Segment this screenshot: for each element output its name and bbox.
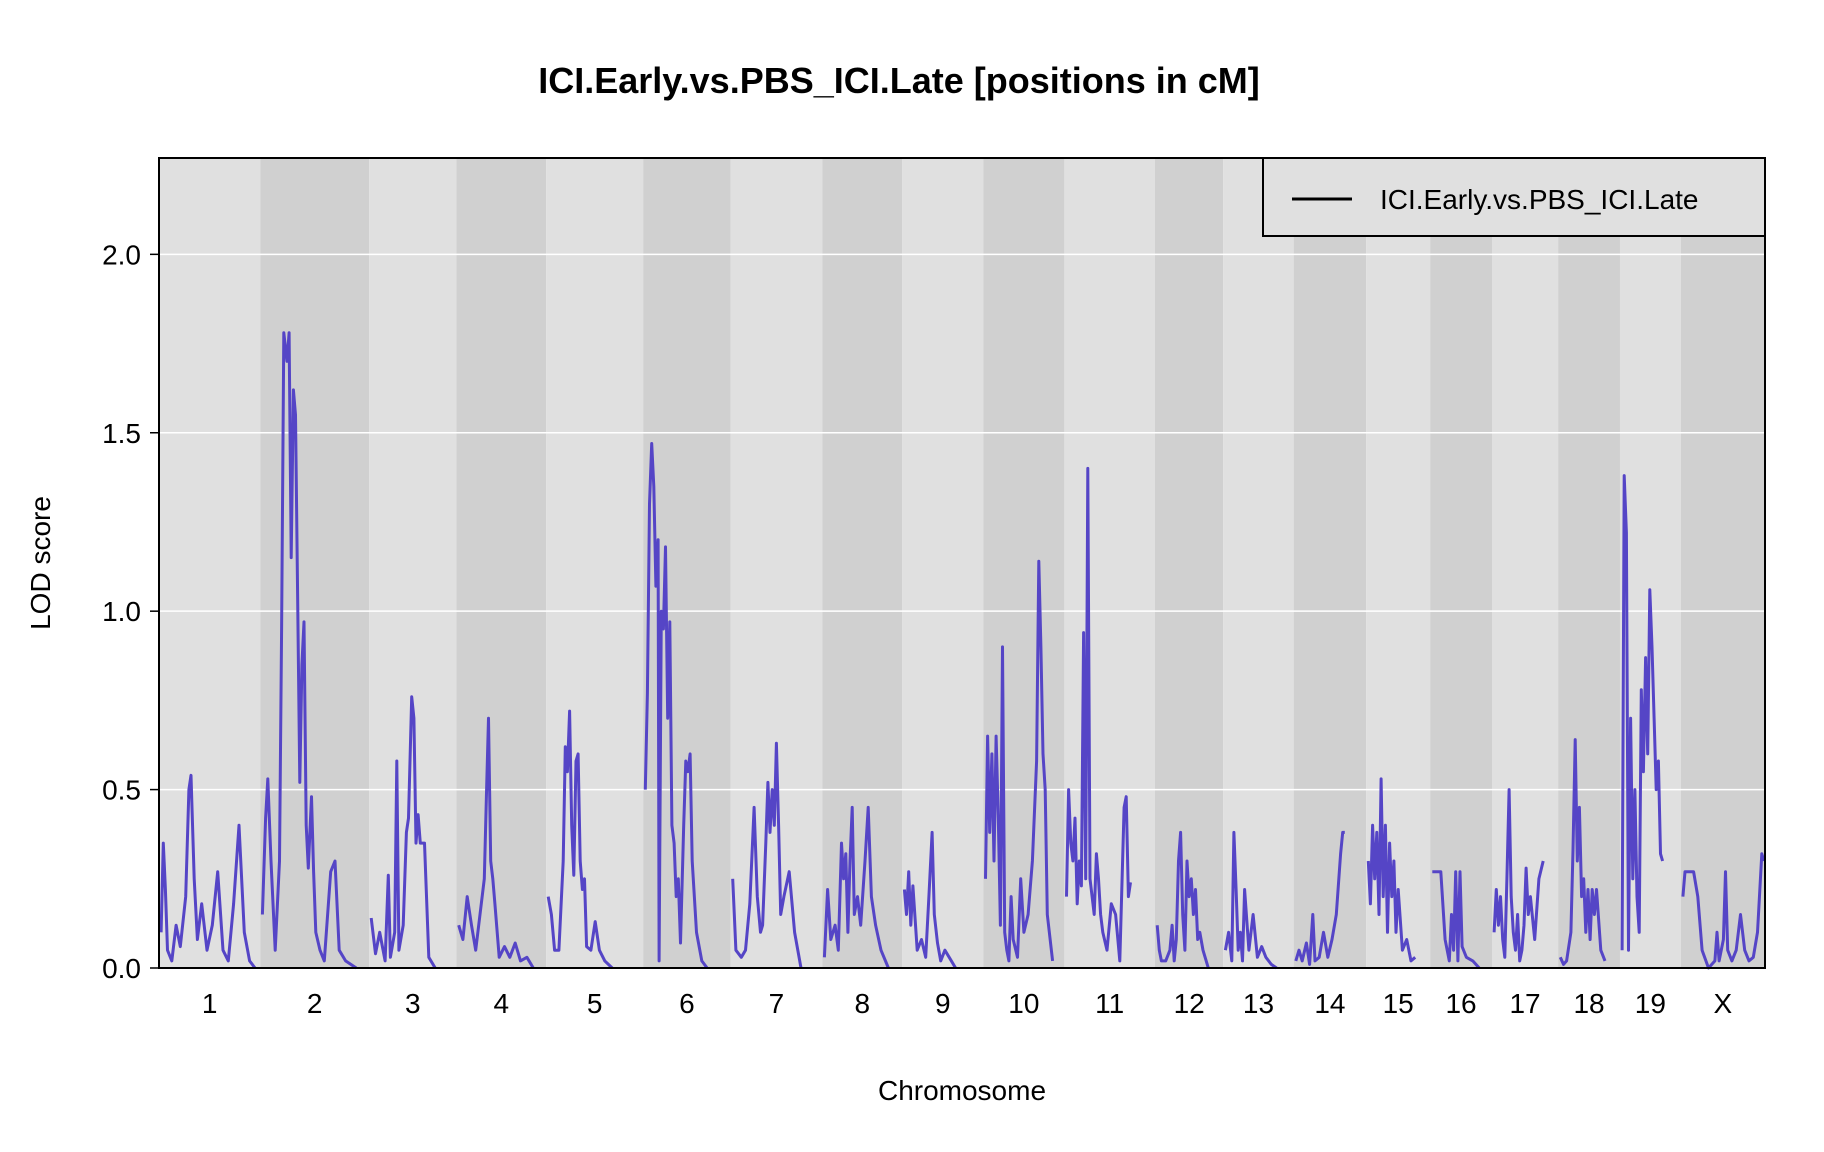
legend-entry: ICI.Early.vs.PBS_ICI.Late — [1380, 184, 1699, 215]
x-tick-label-16: 16 — [1445, 988, 1476, 1019]
chromosome-band-12 — [1155, 158, 1224, 968]
x-tick-label-2: 2 — [307, 988, 323, 1019]
series-line-chr-1 — [159, 773, 257, 969]
series-line-chr-9 — [902, 830, 957, 969]
x-tick-label-18: 18 — [1573, 988, 1604, 1019]
x-tick-label-13: 13 — [1243, 988, 1274, 1019]
chromosome-band-8 — [822, 158, 903, 968]
chromosome-band-1 — [159, 158, 261, 968]
chromosome-band-7 — [730, 158, 823, 968]
x-tick-label-1: 1 — [202, 988, 218, 1019]
series-line-chr-15 — [1366, 777, 1417, 963]
series-line-chr-12 — [1155, 830, 1210, 969]
x-tick-label-5: 5 — [587, 988, 603, 1019]
x-tick-label-10: 10 — [1008, 988, 1039, 1019]
x-tick-label-6: 6 — [679, 988, 695, 1019]
x-tick-label-19: 19 — [1635, 988, 1666, 1019]
plot-frame — [158, 157, 1766, 969]
series-line-chr-10 — [984, 559, 1055, 963]
series-line-chr-7 — [731, 741, 803, 969]
legend-box — [1262, 157, 1766, 237]
chromosome-band-3 — [369, 158, 457, 968]
series-line-chr-18 — [1558, 738, 1607, 966]
series-line-chr-13 — [1223, 830, 1278, 970]
series-line-chr-11 — [1065, 466, 1132, 963]
chromosome-band-18 — [1558, 158, 1620, 968]
series-line-chr-4 — [457, 716, 535, 969]
x-tick-label-7: 7 — [769, 988, 785, 1019]
chromosome-bands — [159, 158, 1765, 968]
x-tick-label-8: 8 — [855, 988, 871, 1019]
series-line-chr-17 — [1492, 788, 1545, 963]
chromosome-band-5 — [546, 158, 644, 968]
series-line-chr-3 — [369, 695, 437, 969]
series-line-chr-19 — [1620, 474, 1665, 952]
chromosome-band-11 — [1064, 158, 1156, 968]
chromosome-band-9 — [902, 158, 984, 968]
chromosome-band-10 — [983, 158, 1065, 968]
x-tick-label-9: 9 — [935, 988, 951, 1019]
x-tick-label-4: 4 — [494, 988, 510, 1019]
series-line-chr-2 — [260, 331, 358, 970]
series-line-chr-14 — [1294, 830, 1345, 966]
x-tick-label-14: 14 — [1314, 988, 1345, 1019]
y-axis-label: LOD score — [25, 496, 56, 630]
chromosome-band-2 — [260, 158, 370, 968]
y-tick-label: 0.0 — [102, 953, 141, 984]
chromosome-band-X — [1680, 158, 1765, 968]
legend: ICI.Early.vs.PBS_ICI.Late — [1262, 157, 1766, 237]
x-tick-label-15: 15 — [1383, 988, 1414, 1019]
chromosome-band-14 — [1293, 158, 1367, 968]
x-tick-label-X: X — [1714, 988, 1733, 1019]
chromosome-band-16 — [1430, 158, 1493, 968]
chart-title: ICI.Early.vs.PBS_ICI.Late [positions in … — [538, 60, 1260, 101]
series-line-chr-16 — [1432, 870, 1481, 970]
series-line-chr-6 — [643, 442, 709, 969]
y-tick-label: 1.0 — [102, 596, 141, 627]
y-tick-label: 0.5 — [102, 775, 141, 806]
series-layer — [159, 331, 1766, 970]
y-tick-label: 1.5 — [102, 418, 141, 449]
x-axis-label: Chromosome — [878, 1075, 1046, 1106]
chromosome-band-17 — [1492, 158, 1559, 968]
series-line-chr-X — [1681, 852, 1766, 970]
y-tick-label: 2.0 — [102, 239, 141, 270]
x-tick-label-11: 11 — [1095, 988, 1124, 1019]
series-line-chr-8 — [822, 805, 890, 969]
x-tick-label-12: 12 — [1174, 988, 1205, 1019]
x-axis: 1 2 3 4 5 6 7 8 9 10 11 12 13 14 15 16 17 18 19 X — [202, 988, 1733, 1019]
y-axis: 0.0 0.5 1.0 1.5 2.0 — [102, 239, 159, 984]
x-tick-label-3: 3 — [405, 988, 421, 1019]
chromosome-band-4 — [456, 158, 547, 968]
x-tick-label-17: 17 — [1509, 988, 1540, 1019]
series-line-chr-5 — [546, 709, 614, 970]
